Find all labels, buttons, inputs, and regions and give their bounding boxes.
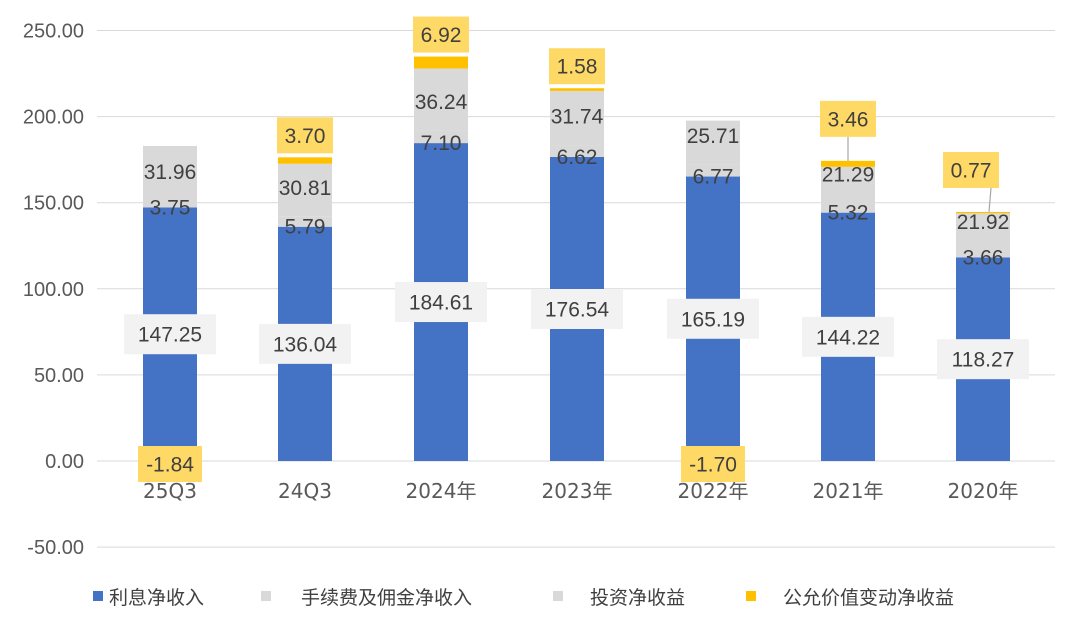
y-axis: 250.00 200.00 150.00 100.00 50.00 0.00 -50.00 [23, 21, 84, 560]
data-label-commission: 3.66 [963, 246, 1004, 269]
legend-swatch-fairvalue [746, 591, 756, 601]
data-label-fairvalue: 3.46 [828, 108, 869, 131]
data-label-fairvalue: 0.77 [951, 159, 992, 182]
legend-label-fairvalue: 公允价值变动净收益 [783, 587, 954, 609]
legend-label-investment: 投资净收益 [590, 587, 685, 609]
bar-commission [686, 164, 740, 177]
data-label-fairvalue: -1.84 [146, 454, 194, 477]
bar-investment [550, 90, 604, 146]
leader-line [988, 187, 992, 213]
bar-fairvalue [821, 160, 875, 167]
bar-fairvalue [414, 56, 468, 69]
legend-swatch-interest [93, 591, 103, 601]
bar-investment [278, 163, 332, 217]
data-label-fairvalue-box [413, 16, 469, 53]
data-label-interest-box [531, 288, 623, 329]
legend-label-commission: 手续费及佣金净收入 [301, 587, 472, 609]
data-label-fairvalue-box [943, 151, 999, 188]
bar-investment [143, 145, 197, 201]
legend-swatch-commission [261, 591, 271, 601]
data-label-investment: 21.29 [822, 163, 875, 186]
data-label-commission: 5.79 [285, 216, 326, 239]
data-label-interest-box [259, 323, 351, 364]
data-label-fairvalue: -1.70 [689, 454, 737, 477]
data-label-commission: 6.62 [557, 146, 598, 169]
data-label-interest: 165.19 [681, 308, 745, 331]
data-label-interest-box [667, 298, 759, 339]
data-label-interest-box [395, 282, 487, 323]
data-label-commission: 5.32 [828, 202, 869, 225]
bar-commission [956, 251, 1010, 258]
y-tick-label: 0.00 [45, 451, 84, 473]
y-tick-label: 50.00 [34, 365, 84, 387]
data-label-fairvalue: 3.70 [285, 125, 326, 148]
data-label-commission: 6.77 [693, 166, 734, 189]
data-label-investment: 25.71 [687, 125, 740, 148]
data-label-investment: 31.96 [144, 161, 197, 184]
bar-commission [414, 130, 468, 144]
bar-commission [278, 216, 332, 227]
data-label-commission: 3.75 [150, 196, 191, 219]
y-tick-label: 200.00 [23, 107, 84, 129]
data-label-fairvalue: 6.92 [421, 24, 462, 47]
data-label-fairvalue-box [820, 100, 876, 137]
data-label-fairvalue-box [681, 446, 745, 482]
data-label-fairvalue-box [549, 48, 605, 85]
data-label-interest-box [937, 339, 1029, 380]
legend-label-interest: 利息净收入 [109, 587, 204, 609]
legend-swatch-investment [553, 591, 563, 601]
data-label-interest: 118.27 [952, 349, 1015, 372]
bar-investment [686, 120, 740, 165]
bar-commission [550, 145, 604, 157]
y-tick-label: 100.00 [23, 279, 84, 301]
bar-fairvalue [956, 211, 1010, 214]
x-tick-label: 2022年 [678, 479, 749, 503]
bar-commission [143, 200, 197, 208]
y-tick-label: -50.00 [27, 537, 84, 559]
x-tick-label: 2021年 [813, 479, 884, 503]
bar-investment [956, 213, 1010, 252]
data-label-interest: 144.22 [816, 326, 880, 349]
data-label-interest-box [124, 314, 216, 355]
x-tick-label: 25Q3 [143, 479, 197, 503]
legend: 利息净收入 手续费及佣金净收入 投资净收益 公允价值变动净收益 [93, 587, 954, 609]
data-label-fairvalue: 1.58 [557, 56, 598, 79]
data-label-interest-box [802, 316, 894, 357]
bar-commission [821, 203, 875, 213]
x-axis: 25Q3 24Q3 2024年 2023年 2022年 2021年 2020年 [143, 479, 1018, 503]
bar-investment [821, 166, 875, 204]
data-labels: 147.25 3.75 31.96 -1.84 136.04 5.79 30.81 3.70 1… [124, 16, 1029, 482]
data-label-interest: 176.54 [545, 298, 610, 321]
data-label-fairvalue-box [277, 117, 333, 154]
data-label-investment: 31.74 [551, 106, 604, 129]
bar-investment [414, 68, 468, 131]
data-label-investment: 30.81 [279, 177, 332, 200]
data-label-investment: 21.92 [957, 211, 1010, 234]
y-tick-label: 150.00 [23, 193, 84, 215]
data-label-interest: 136.04 [273, 333, 338, 356]
data-label-commission: 7.10 [421, 132, 462, 155]
bar-fairvalue [550, 88, 604, 91]
x-tick-label: 2020年 [948, 479, 1019, 503]
data-label-interest: 184.61 [409, 292, 473, 315]
x-tick-label: 2024年 [406, 479, 477, 503]
data-label-fairvalue-box [138, 446, 202, 482]
data-label-interest: 147.25 [138, 324, 202, 347]
data-label-investment: 36.24 [415, 91, 468, 114]
bar-fairvalue [278, 157, 332, 164]
x-tick-label: 2023年 [542, 479, 613, 503]
x-tick-label: 24Q3 [278, 479, 332, 503]
y-tick-label: 250.00 [23, 21, 84, 43]
